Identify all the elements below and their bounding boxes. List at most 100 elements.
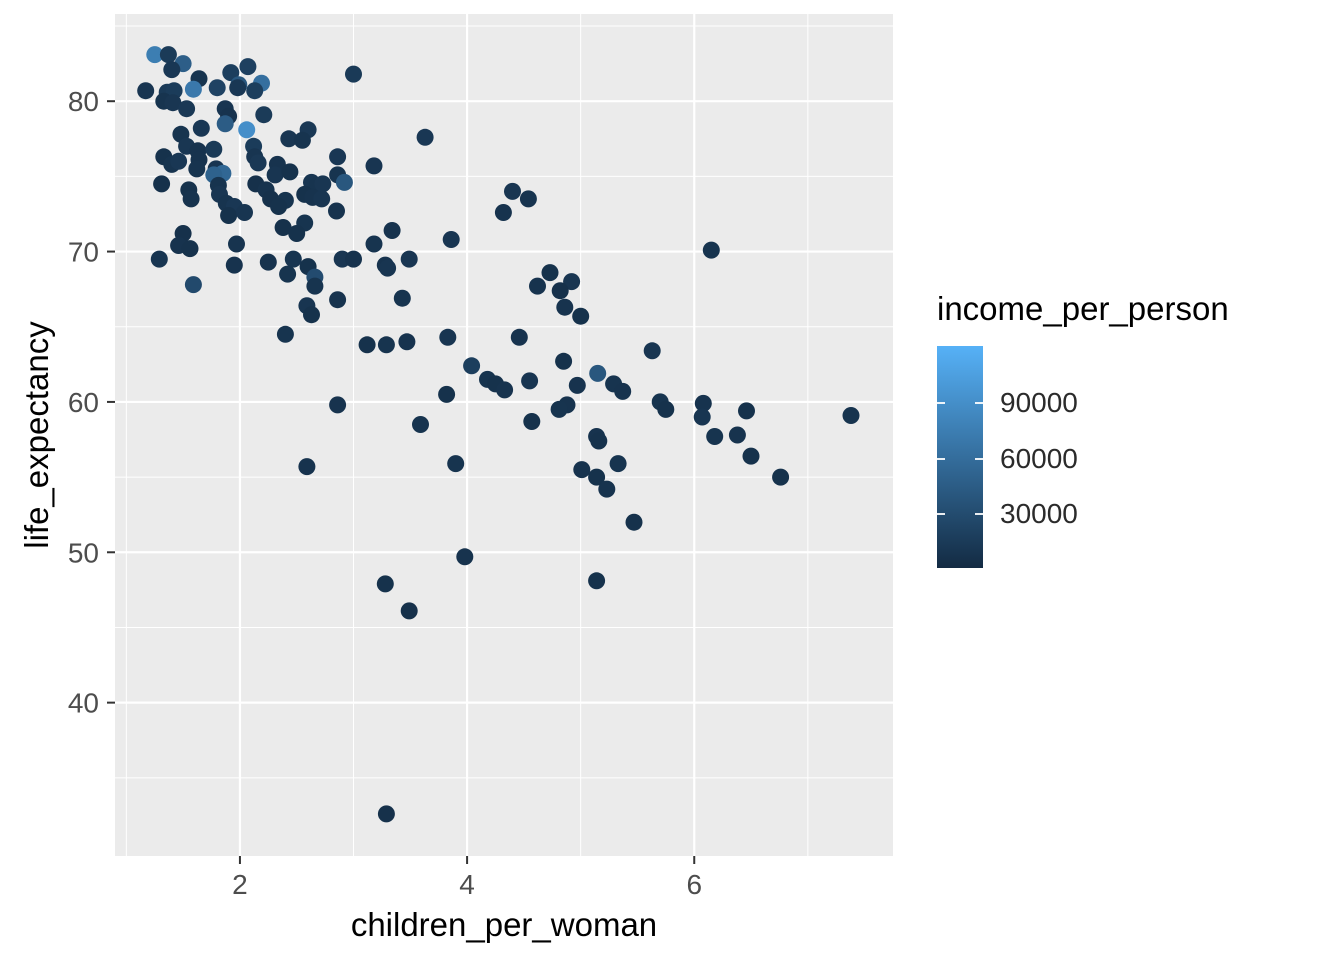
y-tick-label: 60 bbox=[68, 387, 99, 418]
data-point bbox=[494, 204, 512, 221]
data-point bbox=[184, 80, 202, 98]
data-point bbox=[228, 235, 245, 253]
data-point bbox=[693, 408, 711, 426]
data-point bbox=[192, 119, 210, 137]
data-point bbox=[556, 298, 574, 316]
data-point bbox=[188, 160, 206, 178]
data-point bbox=[643, 342, 661, 360]
data-point bbox=[329, 396, 347, 414]
data-point bbox=[163, 61, 181, 79]
data-point bbox=[159, 46, 177, 64]
data-point bbox=[379, 259, 397, 277]
data-point bbox=[365, 157, 383, 175]
y-tick-label: 70 bbox=[68, 237, 99, 268]
data-point bbox=[182, 190, 200, 208]
data-point bbox=[563, 273, 581, 291]
data-point bbox=[280, 130, 298, 148]
data-point bbox=[438, 385, 456, 403]
data-point bbox=[229, 79, 247, 97]
data-point bbox=[625, 513, 643, 531]
data-point bbox=[246, 82, 264, 100]
data-point bbox=[225, 256, 243, 274]
data-point bbox=[728, 426, 746, 444]
data-point bbox=[609, 455, 627, 473]
data-point bbox=[400, 602, 418, 620]
data-point bbox=[236, 204, 253, 221]
data-point bbox=[377, 336, 395, 354]
data-point bbox=[412, 416, 429, 433]
data-point bbox=[284, 250, 302, 268]
data-point bbox=[184, 276, 202, 294]
data-point bbox=[313, 190, 331, 208]
data-point bbox=[442, 231, 460, 248]
data-point bbox=[590, 432, 608, 450]
data-point bbox=[456, 548, 474, 566]
data-point bbox=[377, 805, 395, 823]
data-point bbox=[702, 241, 720, 259]
data-point bbox=[216, 115, 234, 133]
data-point bbox=[150, 250, 168, 268]
y-tick-label: 80 bbox=[68, 86, 99, 117]
data-point bbox=[706, 428, 724, 445]
data-point bbox=[181, 240, 199, 258]
data-point bbox=[398, 333, 416, 351]
data-point bbox=[742, 447, 760, 465]
data-point bbox=[266, 166, 284, 184]
data-point bbox=[598, 480, 616, 498]
data-point bbox=[164, 94, 182, 112]
data-point bbox=[541, 264, 559, 282]
data-point bbox=[146, 46, 164, 64]
data-point bbox=[274, 219, 292, 236]
data-point bbox=[523, 413, 541, 430]
data-point bbox=[335, 173, 353, 191]
data-point bbox=[400, 250, 418, 268]
data-point bbox=[249, 154, 267, 172]
x-axis-title: children_per_woman bbox=[350, 906, 658, 943]
data-point bbox=[178, 100, 196, 118]
data-point bbox=[447, 455, 465, 473]
data-point bbox=[416, 128, 434, 146]
data-point bbox=[293, 131, 311, 149]
data-point bbox=[345, 65, 362, 83]
data-point bbox=[519, 190, 537, 208]
data-point bbox=[694, 394, 712, 412]
data-point bbox=[496, 381, 514, 399]
data-point bbox=[222, 64, 240, 82]
data-point bbox=[270, 198, 288, 215]
data-point bbox=[239, 58, 257, 76]
data-point bbox=[358, 336, 376, 354]
data-point bbox=[303, 306, 320, 324]
data-point bbox=[255, 106, 273, 124]
data-point bbox=[314, 175, 332, 193]
data-point bbox=[205, 140, 223, 158]
data-point bbox=[376, 575, 394, 593]
data-point bbox=[393, 289, 411, 307]
plot-panel bbox=[115, 14, 893, 856]
data-point bbox=[288, 225, 306, 242]
data-point bbox=[521, 372, 539, 390]
data-point bbox=[329, 148, 347, 166]
data-point bbox=[589, 364, 607, 382]
data-point bbox=[529, 277, 546, 295]
data-point bbox=[510, 328, 528, 346]
data-point bbox=[555, 352, 573, 370]
x-tick-label: 2 bbox=[232, 869, 248, 900]
data-point bbox=[657, 400, 675, 418]
data-point bbox=[306, 277, 324, 295]
data-point bbox=[550, 400, 568, 418]
y-axis-title: life_expectancy bbox=[18, 321, 55, 549]
data-point bbox=[276, 325, 294, 343]
data-point bbox=[568, 376, 586, 394]
data-point bbox=[588, 468, 606, 486]
data-point bbox=[614, 382, 632, 400]
data-point bbox=[137, 82, 155, 100]
data-point bbox=[365, 235, 383, 253]
data-point bbox=[738, 402, 755, 420]
x-tick-label: 6 bbox=[686, 869, 702, 900]
data-point bbox=[572, 307, 590, 325]
data-point bbox=[329, 291, 347, 309]
data-point bbox=[383, 222, 401, 239]
data-point bbox=[573, 461, 591, 479]
